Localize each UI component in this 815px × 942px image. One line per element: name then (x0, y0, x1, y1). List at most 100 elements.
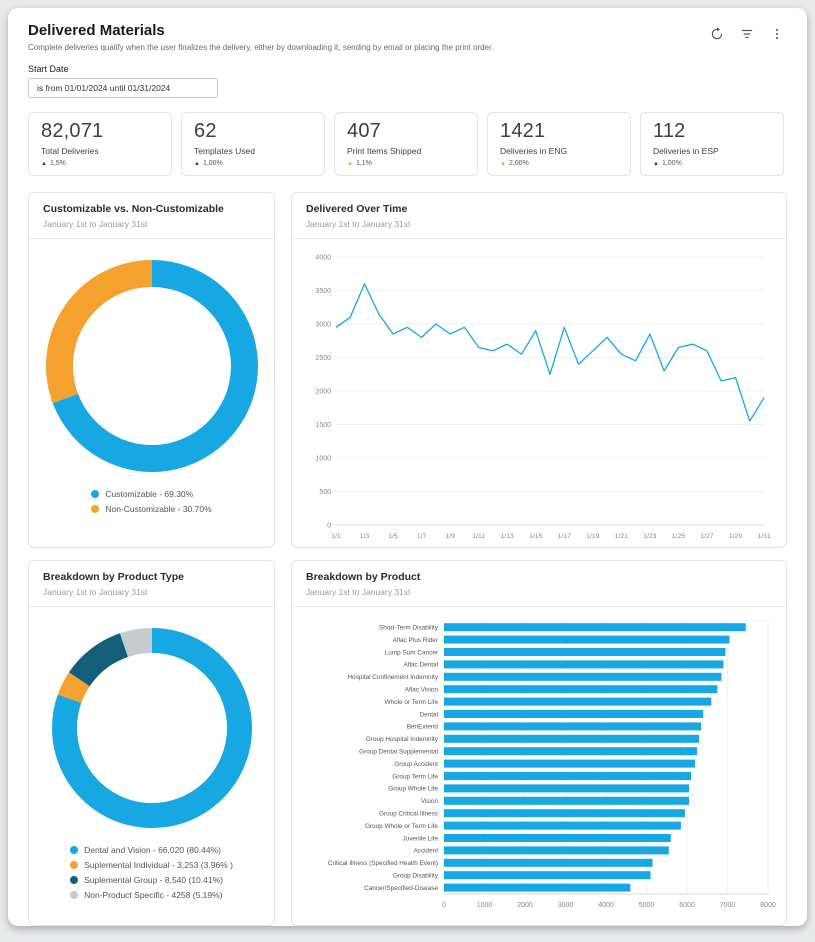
bar[interactable] (444, 722, 702, 731)
bar[interactable] (444, 747, 698, 756)
kpi-delta: ▲ 1,00% (194, 160, 312, 167)
svg-text:6000: 6000 (679, 902, 695, 909)
svg-text:1/27: 1/27 (700, 533, 713, 540)
donut-slice[interactable] (68, 633, 128, 687)
svg-text:1/13: 1/13 (501, 533, 514, 540)
kpi-card: 82,071 Total Deliveries ▲ 1,5% (28, 112, 172, 176)
svg-text:Group Whole or Term Life: Group Whole or Term Life (365, 823, 438, 830)
kpi-label: Deliveries in ENG (500, 146, 568, 156)
start-date-input[interactable] (28, 78, 218, 98)
chart-subtitle: January 1st to January 31st (306, 587, 411, 597)
legend-dot-icon (70, 891, 79, 899)
refresh-icon (710, 27, 724, 44)
bar[interactable] (444, 710, 704, 718)
svg-text:0: 0 (327, 523, 331, 530)
donut-slice[interactable] (51, 628, 252, 828)
legend-item[interactable]: Non-Customizable - 30.70% (91, 504, 212, 514)
svg-text:1000: 1000 (477, 902, 493, 909)
bar-chart: 0 1000 2000 3000 4000 5000 6000 7000 8000 Short-T… (302, 615, 776, 923)
svg-text:Critical Illness (Specified He: Critical Illness (Specified Health Event… (328, 860, 438, 867)
legend-item[interactable]: Non-Product Specific - 4258 (5.19%) (70, 890, 233, 900)
bar[interactable] (444, 635, 730, 644)
bar[interactable] (444, 648, 726, 656)
trend-up-icon: ▲ (347, 160, 353, 167)
svg-text:Group Hospital Indemnity: Group Hospital Indemnity (366, 736, 439, 743)
chart-title: Customizable vs. Non-Customizable (43, 203, 224, 215)
bar[interactable] (444, 672, 722, 681)
svg-text:1/29: 1/29 (729, 533, 742, 540)
bar[interactable] (444, 623, 746, 632)
legend-dot-icon (70, 876, 79, 884)
filter-icon (740, 29, 754, 44)
dashboard-panel: Delivered Materials Complete deliveries … (8, 8, 807, 926)
kpi-delta: ▲ 1,00% (653, 160, 771, 167)
bar[interactable] (444, 697, 712, 706)
legend-item[interactable]: Dental and Vision - 66,020 (80.44%) (70, 845, 233, 855)
svg-text:1/5: 1/5 (388, 533, 398, 540)
bar[interactable] (444, 660, 724, 669)
svg-text:1/25: 1/25 (672, 533, 685, 540)
chart-card-breakdown-by-product: Breakdown by Product January 1st to Janu… (291, 560, 787, 926)
svg-text:1/21: 1/21 (615, 533, 628, 540)
kpi-delta: ▲ 1,5% (41, 160, 159, 167)
filter-block: Start Date (28, 64, 787, 98)
svg-text:3000: 3000 (558, 902, 574, 909)
svg-text:1/9: 1/9 (445, 533, 455, 540)
bar[interactable] (444, 772, 692, 780)
bar[interactable] (444, 821, 681, 830)
svg-text:3500: 3500 (315, 288, 331, 295)
donut-chart (39, 627, 264, 829)
svg-text:500: 500 (319, 489, 331, 496)
legend-item[interactable]: Customizable - 69.30% (91, 489, 211, 499)
svg-text:4000: 4000 (598, 902, 614, 909)
svg-text:1/19: 1/19 (586, 533, 599, 540)
chart-title: Breakdown by Product Type (43, 571, 184, 583)
bar[interactable] (444, 858, 653, 867)
chart-card-delivered-over-time: Delivered Over Time January 1st to Janua… (291, 192, 787, 548)
svg-text:1/17: 1/17 (558, 533, 571, 540)
bar[interactable] (444, 809, 685, 818)
start-date-label: Start Date (28, 64, 69, 74)
kpi-label: Deliveries in ESP (653, 146, 719, 156)
bar[interactable] (444, 759, 696, 768)
refresh-button[interactable] (707, 24, 727, 44)
svg-text:Group Term Life: Group Term Life (392, 773, 438, 780)
legend-item[interactable]: Suplemental Group - 8,540 (10.41%) (70, 875, 233, 885)
svg-text:Group Dental Supplemental: Group Dental Supplemental (359, 749, 438, 756)
legend-dot-icon (70, 846, 79, 854)
legend-label: Non-Customizable - 30.70% (105, 504, 212, 514)
kpi-delta-text: 1,1% (355, 160, 372, 167)
page-title: Delivered Materials (28, 22, 165, 39)
bar[interactable] (444, 796, 690, 805)
bar[interactable] (444, 734, 700, 743)
donut-slice[interactable] (119, 628, 152, 658)
svg-text:4000: 4000 (315, 255, 331, 262)
filter-button[interactable] (737, 24, 757, 44)
kpi-delta-text: 1,00% (661, 160, 682, 167)
kpi-row: 82,071 Total Deliveries ▲ 1,5% 62 Templates U… (28, 112, 787, 176)
svg-text:Accident: Accident (413, 848, 438, 855)
donut-slice[interactable] (45, 260, 152, 404)
bar[interactable] (444, 834, 671, 842)
bar[interactable] (444, 871, 651, 880)
legend-item[interactable]: Suplemental Individual - 3,253 (3.96% ) (70, 860, 233, 870)
chart-subtitle: January 1st to January 31st (43, 219, 148, 229)
kpi-value: 1421 (500, 120, 546, 142)
kebab-menu-button[interactable] (767, 24, 787, 44)
donut-slice[interactable] (57, 672, 90, 704)
chart-legend: Dental and Vision - 66,020 (80.44%) Suple… (70, 845, 233, 900)
bar[interactable] (444, 784, 690, 793)
bar[interactable] (444, 883, 631, 892)
svg-text:Dental: Dental (420, 711, 438, 718)
svg-text:Short-Term Disability: Short-Term Disability (379, 625, 439, 632)
chart-body: 0 1000 2000 3000 4000 5000 6000 7000 8000 Short-T… (292, 607, 786, 925)
svg-text:2000: 2000 (517, 902, 533, 909)
header-text: Delivered Materials Complete deliveries … (28, 22, 493, 52)
bar[interactable] (444, 685, 718, 694)
kpi-card: 112 Deliveries in ESP ▲ 1,00% (640, 112, 784, 176)
chart-title: Breakdown by Product (306, 571, 421, 583)
bar[interactable] (444, 846, 669, 855)
donut-slice[interactable] (52, 260, 258, 472)
kpi-delta: ▲ 2,00% (500, 160, 618, 167)
svg-text:1/7: 1/7 (417, 533, 427, 540)
